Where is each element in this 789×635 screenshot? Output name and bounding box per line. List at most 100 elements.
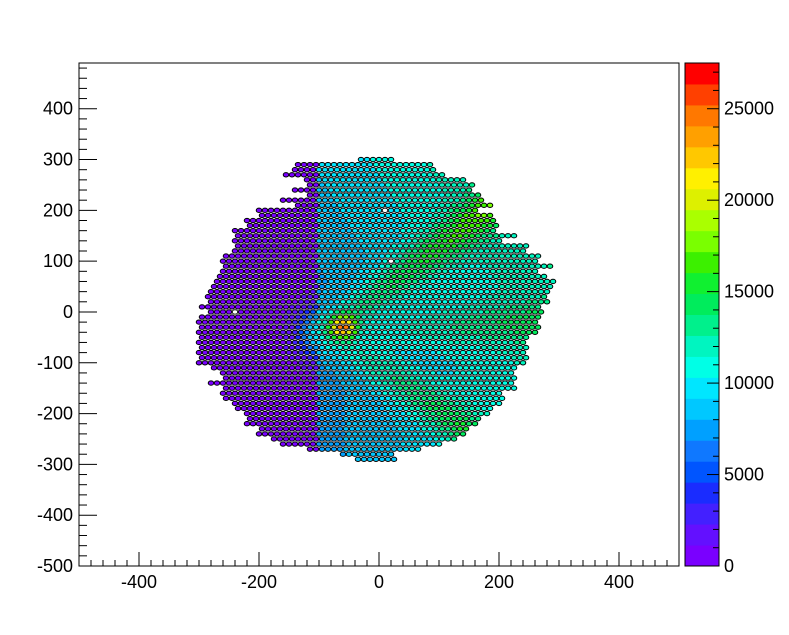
data-cell	[435, 299, 443, 305]
data-cell	[351, 299, 359, 305]
data-cell	[417, 410, 425, 417]
data-cell	[318, 314, 326, 320]
data-cell	[462, 375, 470, 381]
data-cell	[393, 339, 401, 346]
data-cell	[435, 288, 443, 295]
data-cell	[384, 202, 392, 208]
data-cell	[288, 405, 296, 412]
data-cell	[348, 304, 356, 310]
data-cell	[321, 288, 329, 295]
colorbar-band	[685, 83, 719, 106]
data-cell	[264, 405, 272, 412]
data-cell	[516, 304, 524, 310]
data-cell	[294, 375, 302, 381]
data-cell	[243, 217, 251, 224]
data-cell	[318, 344, 326, 351]
data-cell	[255, 370, 263, 376]
data-cell	[543, 299, 551, 305]
data-cell	[324, 405, 332, 412]
data-cell	[240, 405, 248, 412]
data-cell	[408, 395, 416, 402]
data-cell	[411, 258, 419, 264]
data-cell	[222, 395, 230, 402]
data-cell	[441, 319, 449, 325]
data-cell	[285, 309, 293, 315]
data-cell	[423, 248, 431, 254]
data-cell	[306, 172, 314, 178]
data-cell	[336, 446, 344, 452]
colorbar-tick-label: 0	[724, 556, 734, 576]
data-cell	[300, 314, 308, 320]
data-cell	[255, 268, 263, 274]
data-cell	[381, 258, 389, 264]
y-tick-label: 400	[43, 99, 73, 119]
data-cell	[393, 268, 401, 274]
data-cell	[243, 400, 251, 407]
data-cell	[261, 339, 269, 346]
data-cell	[477, 258, 485, 264]
data-cell	[357, 410, 365, 417]
data-cell	[453, 288, 461, 295]
data-cell	[393, 207, 401, 214]
data-cell	[417, 370, 425, 376]
data-cell	[225, 339, 233, 346]
data-cell	[270, 355, 278, 361]
data-cell	[324, 375, 332, 381]
data-cell	[273, 217, 281, 224]
data-cell	[414, 314, 422, 320]
data-cell	[396, 243, 404, 249]
data-cell	[378, 161, 386, 168]
data-cell	[369, 431, 377, 437]
data-cell	[360, 365, 368, 371]
data-cell	[396, 161, 404, 168]
data-cell	[432, 426, 440, 432]
data-cell	[345, 288, 353, 295]
data-cell	[288, 212, 296, 219]
data-cell	[345, 431, 353, 437]
data-cell	[318, 355, 326, 361]
data-cell	[474, 395, 482, 402]
data-cell	[417, 248, 425, 254]
data-cell	[432, 233, 440, 239]
data-cell	[507, 299, 515, 305]
data-cell	[267, 339, 275, 346]
data-cell	[444, 253, 452, 259]
data-cell	[348, 212, 356, 219]
x-tick-label: 200	[484, 572, 514, 592]
data-cell	[312, 324, 320, 330]
data-cell	[210, 294, 218, 300]
data-cell	[474, 304, 482, 310]
data-cell	[360, 304, 368, 310]
data-cell	[303, 390, 311, 396]
data-cell	[486, 355, 494, 361]
data-cell	[411, 319, 419, 325]
data-cell	[501, 309, 509, 315]
data-cell	[345, 238, 353, 244]
data-cell	[393, 319, 401, 325]
data-cell	[375, 227, 383, 234]
data-cell	[339, 187, 347, 193]
data-cell	[435, 268, 443, 274]
data-cell	[417, 309, 425, 315]
data-cell	[303, 299, 311, 305]
data-cell	[498, 385, 506, 391]
data-cell	[357, 278, 365, 285]
data-cell	[432, 243, 440, 249]
data-cell	[387, 451, 395, 457]
data-cell	[321, 421, 329, 427]
data-cell	[393, 329, 401, 335]
cells-layer	[195, 156, 557, 462]
data-cell	[264, 375, 272, 381]
data-cell	[303, 319, 311, 325]
data-cell	[480, 243, 488, 249]
data-cell	[498, 294, 506, 300]
data-cell	[390, 405, 398, 412]
data-cell	[366, 283, 374, 290]
data-cell	[399, 227, 407, 234]
data-cell	[495, 309, 503, 315]
data-cell	[444, 233, 452, 239]
data-cell	[312, 395, 320, 402]
data-cell	[330, 233, 338, 239]
data-cell	[459, 390, 467, 396]
data-cell	[315, 248, 323, 254]
